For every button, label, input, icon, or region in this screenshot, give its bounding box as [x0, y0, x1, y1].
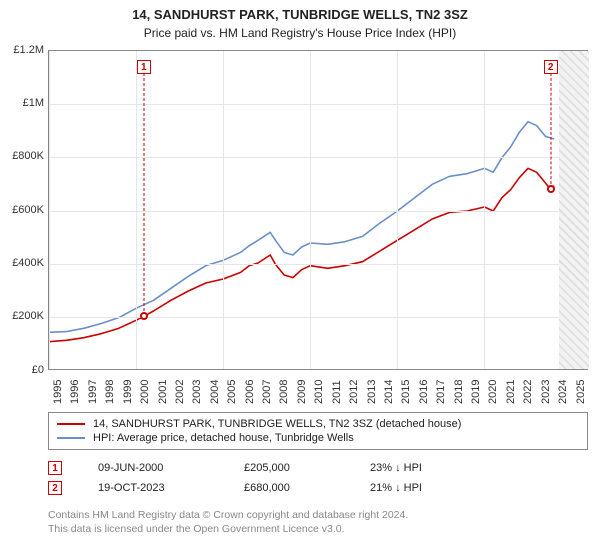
- legend-swatch: [57, 437, 85, 439]
- chart-plot: 12: [48, 50, 588, 370]
- annotation-pct: 23% ↓ HPI: [370, 462, 480, 474]
- x-axis-label: 2006: [244, 379, 256, 403]
- series-price_paid: [49, 168, 554, 341]
- marker-dash: [143, 73, 144, 316]
- legend-label: HPI: Average price, detached house, Tunb…: [93, 432, 354, 444]
- x-axis-label: 2012: [348, 379, 360, 403]
- footer-line-1: Contains HM Land Registry data © Crown c…: [48, 508, 588, 522]
- footer: Contains HM Land Registry data © Crown c…: [48, 508, 588, 536]
- x-axis-label: 2013: [366, 379, 378, 403]
- x-axis-label: 1997: [87, 379, 99, 403]
- annotation-number: 2: [48, 481, 62, 495]
- x-axis-label: 2017: [435, 379, 447, 403]
- x-axis-label: 2001: [157, 379, 169, 403]
- x-axis-label: 2016: [418, 379, 430, 403]
- y-axis-label: £0: [32, 364, 44, 376]
- legend-label: 14, SANDHURST PARK, TUNBRIDGE WELLS, TN2…: [93, 418, 461, 430]
- annotation-date: 09-JUN-2000: [98, 462, 208, 474]
- y-axis-label: £1M: [23, 97, 44, 109]
- x-axis-label: 2015: [400, 379, 412, 403]
- x-axis-label: 2021: [505, 379, 517, 403]
- marker-dot: [140, 312, 148, 320]
- series-hpi: [49, 121, 554, 332]
- x-axis-label: 2011: [331, 380, 343, 404]
- annotation-row: 1 09-JUN-2000 £205,000 23% ↓ HPI: [48, 458, 588, 478]
- x-axis-label: 2004: [209, 379, 221, 403]
- future-hatch: [559, 51, 589, 369]
- x-axis-label: 2008: [278, 379, 290, 403]
- annotation-row: 2 19-OCT-2023 £680,000 21% ↓ HPI: [48, 478, 588, 498]
- x-axis-label: 2010: [313, 379, 325, 403]
- y-axis-label: £200K: [12, 310, 44, 322]
- footer-line-2: This data is licensed under the Open Gov…: [48, 522, 588, 536]
- x-axis-label: 1995: [52, 379, 64, 403]
- legend-item: HPI: Average price, detached house, Tunb…: [57, 431, 579, 445]
- chart: 12 £0£200K£400K£600K£800K£1M£1.2M1995199…: [4, 46, 596, 406]
- legend-item: 14, SANDHURST PARK, TUNBRIDGE WELLS, TN2…: [57, 417, 579, 431]
- x-axis-label: 2020: [487, 379, 499, 403]
- gridline-v: [49, 51, 50, 369]
- gridline-v: [484, 51, 485, 369]
- marker-box: 2: [544, 60, 558, 74]
- x-axis-label: 1998: [104, 379, 116, 403]
- annotations-table: 1 09-JUN-2000 £205,000 23% ↓ HPI 2 19-OCT-202…: [48, 458, 588, 498]
- x-axis-label: 2009: [296, 379, 308, 403]
- x-axis-label: 2024: [557, 379, 569, 403]
- annotation-number: 1: [48, 461, 62, 475]
- legend: 14, SANDHURST PARK, TUNBRIDGE WELLS, TN2…: [48, 412, 588, 450]
- gridline-v: [136, 51, 137, 369]
- x-axis-label: 2022: [522, 379, 534, 403]
- gridline-h: [49, 104, 587, 105]
- annotation-pct: 21% ↓ HPI: [370, 482, 480, 494]
- y-axis-label: £1.2M: [13, 44, 44, 56]
- gridline-v: [223, 51, 224, 369]
- x-axis-label: 2003: [191, 379, 203, 403]
- gridline-h: [49, 317, 587, 318]
- x-axis-label: 2019: [470, 379, 482, 403]
- gridline-h: [49, 157, 587, 158]
- marker-dash: [550, 73, 551, 190]
- x-axis-label: 2005: [226, 379, 238, 403]
- gridline-h: [49, 264, 587, 265]
- y-axis-label: £800K: [12, 150, 44, 162]
- y-axis-label: £400K: [12, 257, 44, 269]
- page-subtitle: Price paid vs. HM Land Registry's House …: [4, 26, 596, 40]
- y-axis-label: £600K: [12, 204, 44, 216]
- x-axis-label: 1996: [69, 379, 81, 403]
- gridline-v: [310, 51, 311, 369]
- page-title: 14, SANDHURST PARK, TUNBRIDGE WELLS, TN2…: [4, 6, 596, 24]
- annotation-price: £680,000: [244, 482, 334, 494]
- x-axis-label: 2023: [540, 379, 552, 403]
- x-axis-label: 2007: [261, 379, 273, 403]
- x-axis-label: 2014: [383, 379, 395, 403]
- legend-swatch: [57, 423, 85, 425]
- gridline-v: [397, 51, 398, 369]
- annotation-price: £205,000: [244, 462, 334, 474]
- x-axis-label: 2018: [453, 379, 465, 403]
- gridline-h: [49, 211, 587, 212]
- x-axis-label: 2000: [139, 379, 151, 403]
- annotation-date: 19-OCT-2023: [98, 482, 208, 494]
- x-axis-label: 1999: [122, 379, 134, 403]
- x-axis-label: 2002: [174, 379, 186, 403]
- x-axis-label: 2025: [575, 379, 587, 403]
- marker-dot: [547, 185, 555, 193]
- marker-box: 1: [137, 60, 151, 74]
